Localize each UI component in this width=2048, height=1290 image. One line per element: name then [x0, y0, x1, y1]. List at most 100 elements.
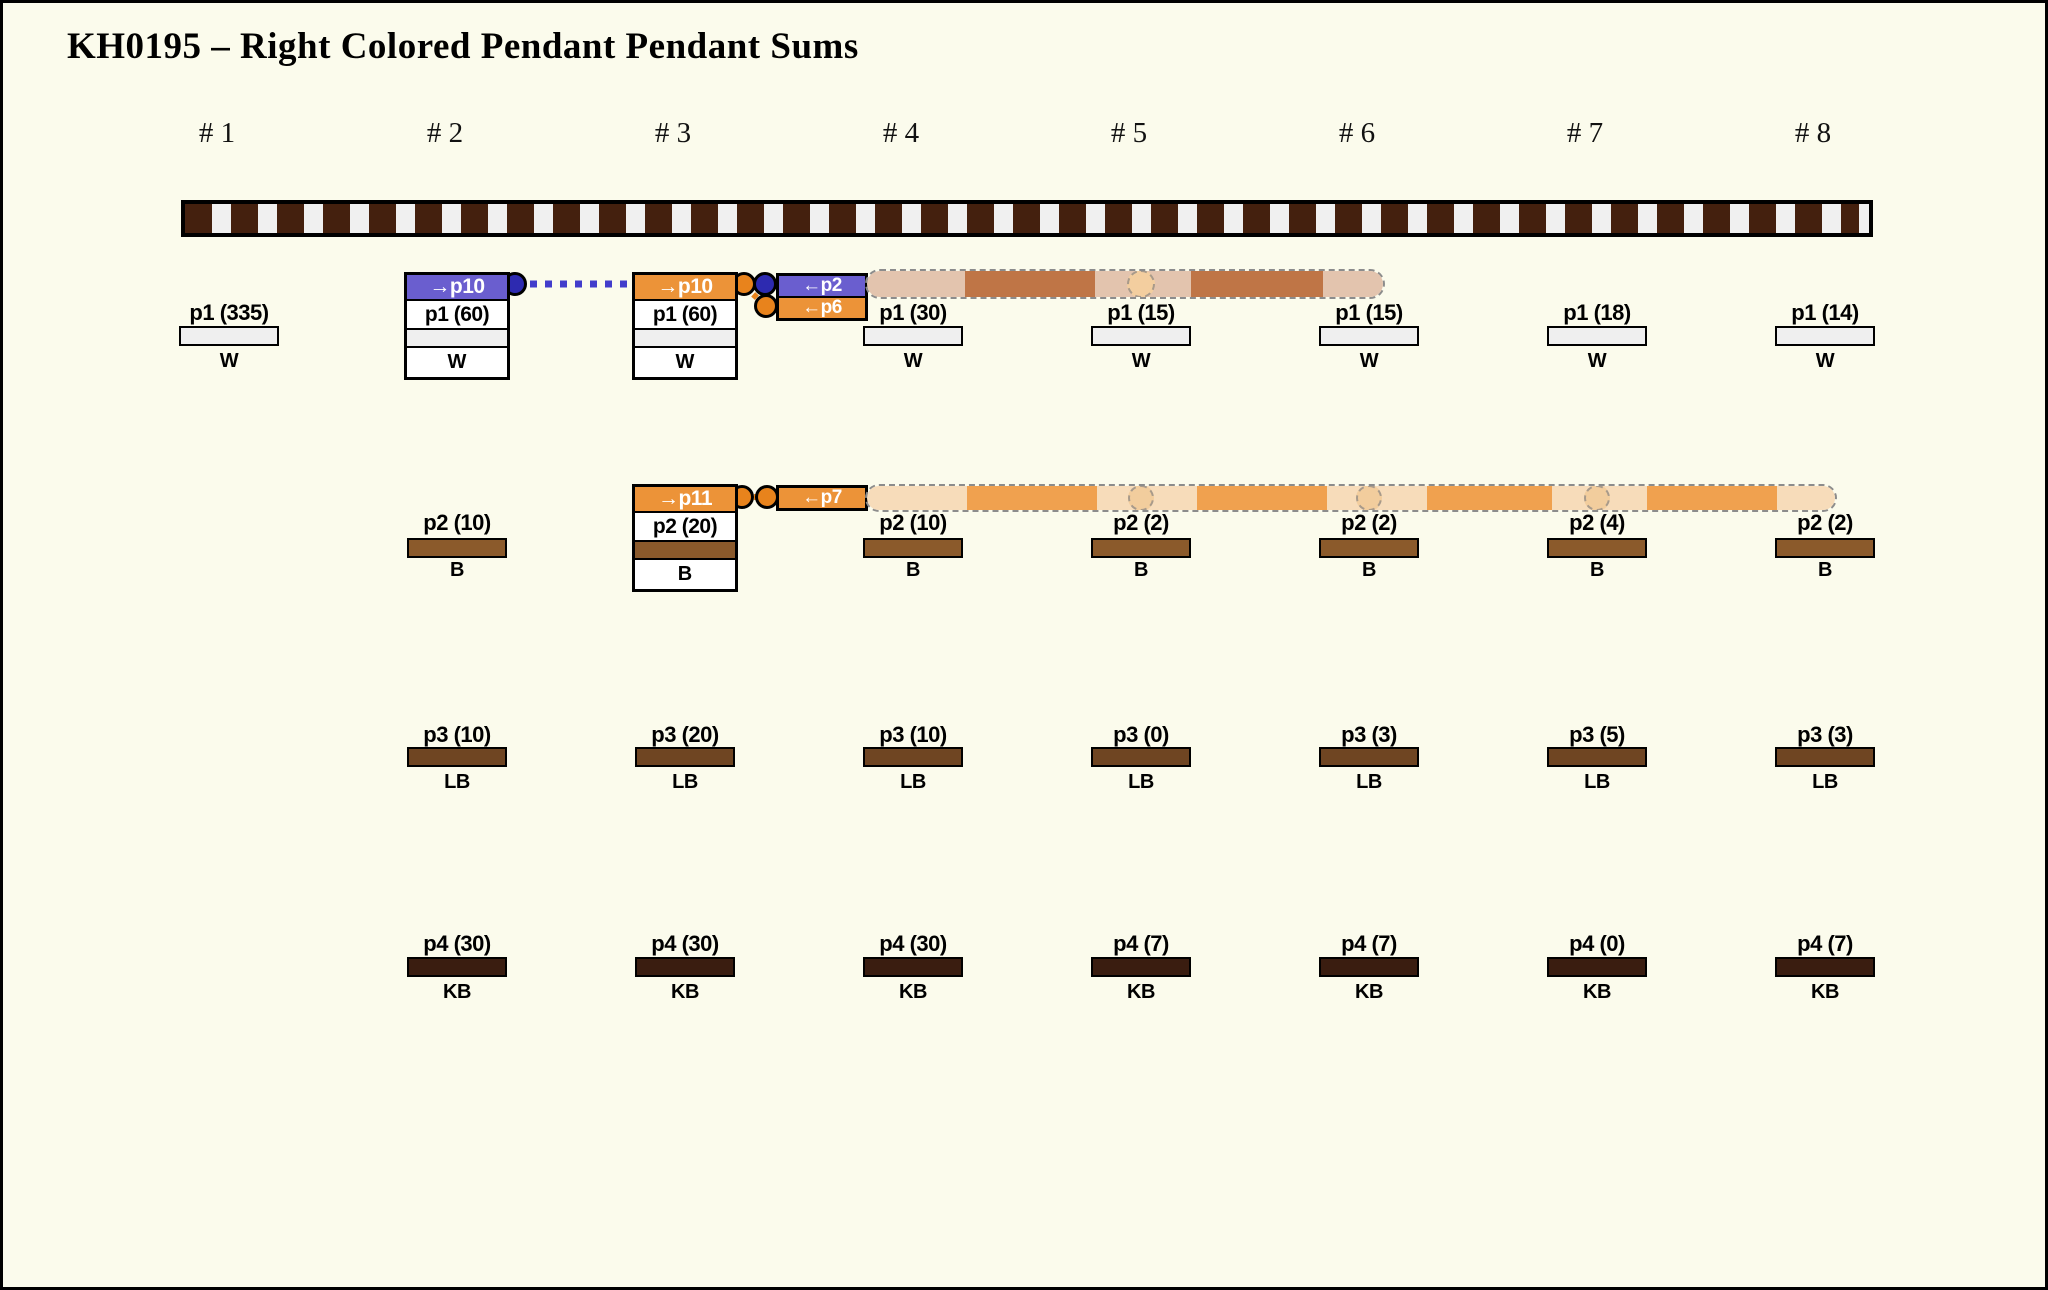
- color-swatch: [407, 747, 507, 767]
- pill-segment: [867, 271, 965, 297]
- pill-segment: [1427, 486, 1552, 510]
- pendant-box-band: →p10: [635, 275, 735, 299]
- pill-segment: [867, 486, 967, 510]
- pendant-label: p3 (20): [651, 722, 719, 747]
- color-code: KB: [1355, 981, 1383, 1003]
- color-code: KB: [1583, 981, 1611, 1003]
- color-code: W: [219, 350, 239, 372]
- page-title: KH0195 – Right Colored Pendant Pendant S…: [67, 26, 859, 67]
- color-code: LB: [1584, 771, 1610, 793]
- color-swatch: [407, 328, 507, 346]
- pendant-label: p3 (3): [1797, 722, 1853, 747]
- pendant-label: p3 (5): [1569, 722, 1625, 747]
- cord-pill: [865, 269, 1385, 299]
- pendant-label: p4 (7): [1113, 931, 1169, 956]
- pendant-label: p1 (30): [879, 300, 947, 325]
- knot-circle: [1128, 486, 1154, 510]
- color-code: W: [1359, 350, 1379, 372]
- color-code: LB: [1812, 771, 1838, 793]
- knot-circle: [1356, 486, 1382, 510]
- color-swatch: [1775, 957, 1875, 977]
- column-header: # 3: [654, 117, 692, 149]
- color-code: KB: [899, 981, 927, 1003]
- color-swatch: [1547, 957, 1647, 977]
- column-header: # 4: [882, 117, 920, 149]
- connector-layer: [503, 272, 779, 509]
- color-swatch: [1775, 747, 1875, 767]
- color-code: W: [1815, 350, 1835, 372]
- group-tag-box: ←p2 ←p6: [776, 273, 868, 321]
- color-code: B: [1134, 559, 1148, 581]
- column-header: # 5: [1110, 117, 1148, 149]
- pendant-label: p2 (2): [1797, 510, 1853, 535]
- color-swatch: [1091, 747, 1191, 767]
- connector-node-orange: [755, 485, 779, 509]
- pendant-label: p2 (2): [1113, 510, 1169, 535]
- color-swatch: [407, 957, 507, 977]
- color-code: LB: [900, 771, 926, 793]
- color-swatch: [863, 538, 963, 558]
- primary-cord-end-segment: [1859, 204, 1868, 233]
- color-swatch: [1319, 957, 1419, 977]
- color-swatch: [1319, 326, 1419, 346]
- knot-circle: [1127, 271, 1155, 297]
- color-code: W: [635, 346, 735, 377]
- color-swatch: [1091, 957, 1191, 977]
- pill-segment: [1323, 271, 1383, 297]
- color-swatch: [635, 747, 735, 767]
- pendant-box-band: →p10: [407, 275, 507, 299]
- pendant-box-label: p2 (20): [635, 511, 735, 540]
- pendant-box-band: →p11: [635, 487, 735, 511]
- group-tag-box: ←p7: [776, 485, 868, 511]
- pendant-label: p4 (0): [1569, 931, 1625, 956]
- color-swatch: [1547, 538, 1647, 558]
- color-swatch: [635, 328, 735, 346]
- pendant-box: →p11 p2 (20) B: [632, 484, 738, 592]
- group-tag: ←p7: [779, 488, 865, 508]
- color-swatch: [863, 326, 963, 346]
- pendant-label: p2 (10): [879, 510, 947, 535]
- color-swatch: [863, 747, 963, 767]
- color-code: B: [635, 558, 735, 589]
- color-code: B: [1818, 559, 1832, 581]
- pendant-label: p4 (7): [1341, 931, 1397, 956]
- group-tag: ←p6: [779, 296, 865, 318]
- color-code: W: [407, 346, 507, 377]
- color-code: KB: [1127, 981, 1155, 1003]
- color-swatch: [863, 957, 963, 977]
- color-code: KB: [1811, 981, 1839, 1003]
- pendant-label: p1 (15): [1107, 300, 1175, 325]
- color-swatch: [179, 326, 279, 346]
- primary-cord-bar: [181, 200, 1873, 237]
- pill-segment: [965, 271, 1095, 297]
- color-swatch: [1775, 538, 1875, 558]
- pill-segment: [1197, 486, 1327, 510]
- color-swatch: [1547, 326, 1647, 346]
- color-code: W: [1587, 350, 1607, 372]
- pendant-label: p3 (3): [1341, 722, 1397, 747]
- color-code: LB: [672, 771, 698, 793]
- column-header: # 1: [198, 117, 236, 149]
- pendant-label: p1 (15): [1335, 300, 1403, 325]
- group-tag: ←p2: [779, 276, 865, 296]
- color-swatch: [635, 540, 735, 558]
- column-header: # 7: [1566, 117, 1604, 149]
- knot-circle: [1584, 486, 1610, 510]
- pendant-label: p4 (30): [651, 931, 719, 956]
- pendant-label: p4 (30): [879, 931, 947, 956]
- column-header: # 2: [426, 117, 464, 149]
- pendant-box-label: p1 (60): [407, 299, 507, 328]
- color-swatch: [1091, 538, 1191, 558]
- color-swatch: [1091, 326, 1191, 346]
- connector-node-orange: [754, 294, 778, 318]
- color-code: B: [1590, 559, 1604, 581]
- pendant-label: p3 (0): [1113, 722, 1169, 747]
- pill-segment: [1647, 486, 1777, 510]
- color-code: B: [1362, 559, 1376, 581]
- connector-node-blue: [753, 272, 777, 296]
- color-code: LB: [1128, 771, 1154, 793]
- pendant-label: p3 (10): [423, 722, 491, 747]
- pill-segment: [1191, 271, 1323, 297]
- pendant-label: p3 (10): [879, 722, 947, 747]
- pendant-label: p2 (2): [1341, 510, 1397, 535]
